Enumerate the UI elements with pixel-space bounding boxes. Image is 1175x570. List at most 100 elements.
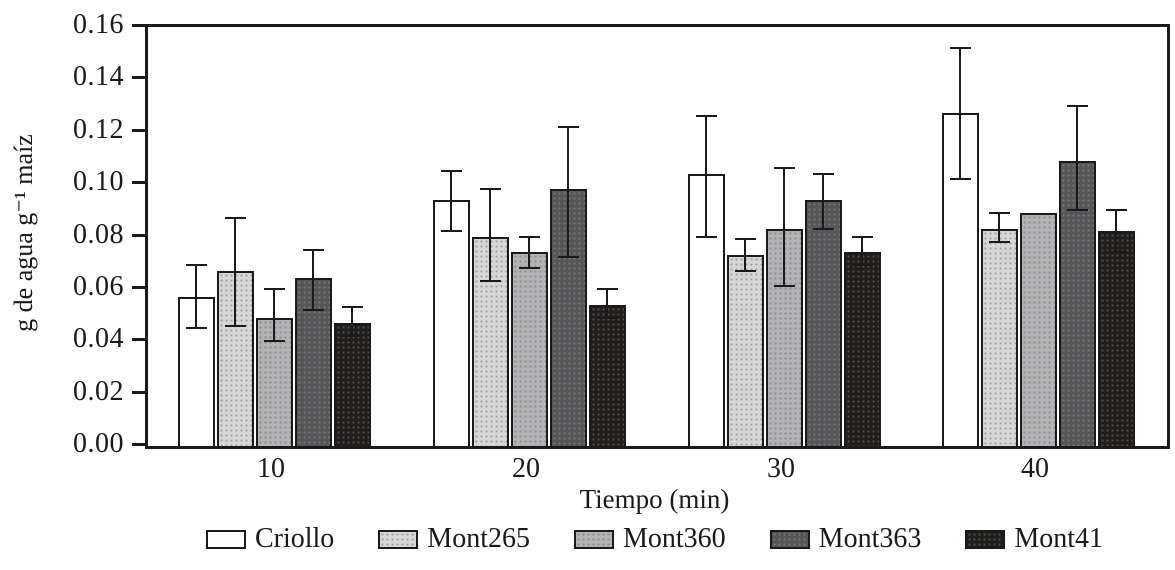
bar-mont360-t40 (1019, 212, 1057, 446)
y-axis-tick (132, 390, 145, 394)
y-axis-tick (132, 76, 145, 80)
error-bar (744, 239, 746, 271)
y-axis-tick-label: 0.02 (73, 375, 124, 407)
error-bar-cap (596, 287, 618, 290)
error-bar-cap (557, 125, 579, 128)
error-bar-cap (302, 308, 324, 311)
error-bar (195, 265, 197, 329)
error-bar-cap (440, 170, 462, 173)
error-bar-cap (263, 340, 285, 343)
legend-swatch (769, 529, 810, 549)
error-bar (273, 288, 275, 342)
y-axis-tick (132, 128, 145, 132)
y-axis-tick-label: 0.00 (73, 428, 124, 459)
error-bar-cap (988, 240, 1010, 243)
error-bar (489, 189, 491, 282)
error-bar-cap (734, 238, 756, 241)
legend-label: Mont363 (818, 523, 922, 554)
y-axis-tick-label: 0.08 (73, 218, 124, 250)
legend-label: Mont41 (1014, 523, 1104, 554)
legend-item-mont41: Mont41 (965, 524, 1103, 554)
bar-mont41-t10 (333, 322, 371, 446)
error-bar (783, 168, 785, 287)
x-axis-title: Tiempo (min) (579, 484, 730, 514)
error-bar-cap (1105, 251, 1127, 254)
error-bar-cap (185, 264, 207, 267)
x-axis-tick-label: 20 (512, 453, 540, 484)
bar-mont360-t20 (510, 252, 548, 446)
error-bar-cap (1066, 104, 1088, 107)
legend-swatch (205, 529, 246, 549)
error-bar (1076, 105, 1078, 211)
error-bar (822, 173, 824, 229)
y-axis-tick-label: 0.10 (73, 166, 124, 198)
error-bar-cap (949, 177, 971, 180)
error-bar-cap (263, 287, 285, 290)
error-bar (450, 171, 452, 232)
legend-swatch (965, 529, 1006, 549)
error-bar (351, 307, 353, 336)
error-bar-cap (224, 324, 246, 327)
error-bar-cap (518, 266, 540, 269)
legend: Criollo Mont265 Mont360 Mont363 Mont41 (145, 524, 1164, 554)
y-axis-tick (132, 233, 145, 237)
plot-area (145, 24, 1170, 449)
legend-swatch (378, 529, 419, 549)
bar-mont363-t10 (294, 278, 332, 446)
error-bar-cap (440, 230, 462, 233)
error-bar-cap (185, 327, 207, 330)
bar-mont41-t20 (588, 304, 626, 446)
y-axis-tick-label: 0.06 (73, 270, 124, 302)
error-bar (606, 288, 608, 318)
error-bar (998, 212, 1000, 242)
error-bar-cap (557, 256, 579, 259)
error-bar-cap (695, 235, 717, 238)
bar-mont41-t30 (843, 252, 881, 446)
error-bar (959, 47, 961, 179)
y-axis-tick (132, 181, 145, 185)
error-bar (567, 126, 569, 258)
error-bar-cap (812, 172, 834, 175)
y-axis-tick (132, 285, 145, 289)
legend-label: Mont360 (622, 523, 726, 554)
error-bar-cap (341, 306, 363, 309)
error-bar (705, 116, 707, 237)
error-bar-cap (518, 235, 540, 238)
error-bar-cap (341, 335, 363, 337)
y-axis-tick-label: 0.14 (73, 61, 124, 93)
error-bar-cap (479, 280, 501, 283)
error-bar-cap (1105, 209, 1127, 212)
error-bar-cap (695, 115, 717, 118)
error-bar-cap (851, 264, 873, 267)
bar-mont265-t40 (980, 228, 1018, 446)
y-axis-tick-label: 0.04 (73, 323, 124, 355)
error-bar (528, 236, 530, 268)
error-bar-cap (949, 46, 971, 49)
bar-mont363-t20 (549, 189, 587, 446)
x-axis-tick-label: 40 (1021, 453, 1049, 484)
y-axis-tick-label: 0.12 (73, 113, 124, 145)
bar-mont265-t30 (726, 254, 764, 446)
error-bar-cap (812, 227, 834, 230)
error-bar (234, 218, 236, 326)
legend-item-mont360: Mont360 (573, 523, 726, 554)
legend-item-mont265: Mont265 (378, 524, 530, 554)
error-bar-cap (773, 285, 795, 288)
y-axis-tick-label: 0.16 (73, 9, 124, 40)
legend-swatch (573, 529, 614, 549)
bar-mont360-t30 (765, 228, 803, 446)
y-axis-tick (132, 443, 145, 446)
bar-mont41-t40 (1097, 231, 1135, 446)
error-bar-cap (479, 188, 501, 191)
legend-item-criollo: Criollo (205, 524, 334, 554)
error-bar (1115, 210, 1117, 253)
y-axis-tick (132, 338, 145, 342)
bar-mont360-t10 (255, 317, 293, 446)
error-bar (861, 236, 863, 266)
error-bar-cap (988, 211, 1010, 214)
bar-criollo-t20 (432, 199, 470, 446)
bar-mont363-t30 (804, 199, 842, 446)
error-bar (312, 249, 314, 310)
x-axis-tick-label: 30 (767, 453, 795, 484)
